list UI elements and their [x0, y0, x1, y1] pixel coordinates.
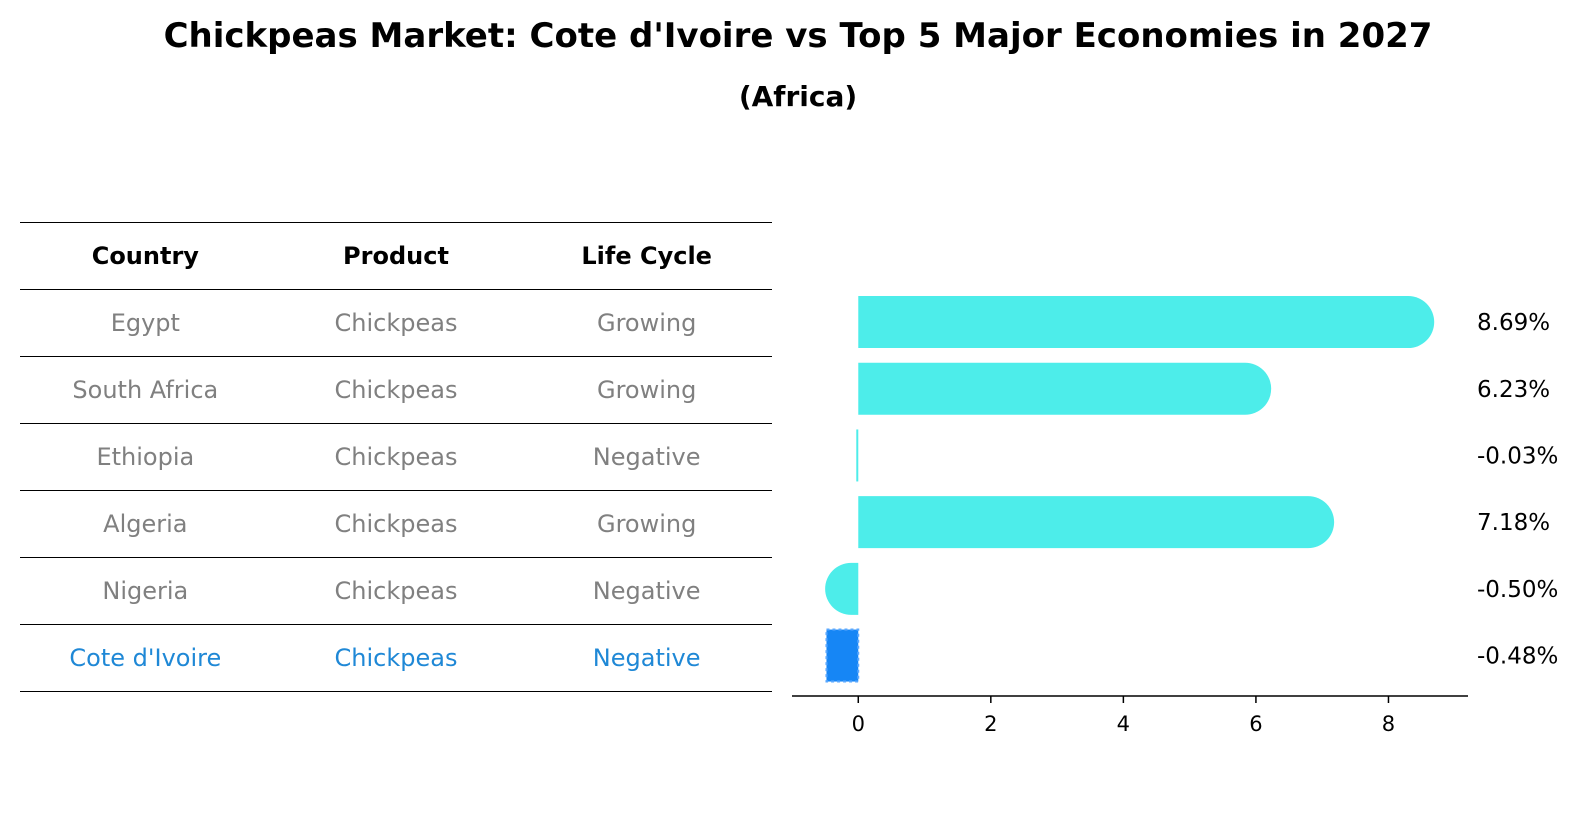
- cell-country: Algeria: [20, 490, 271, 558]
- table-row: South Africa Chickpeas Growing: [20, 356, 772, 424]
- x-axis-tick-label: 4: [1117, 712, 1130, 736]
- cell-product: Chickpeas: [270, 423, 522, 491]
- cell-product: Chickpeas: [270, 557, 522, 625]
- chart-title: Chickpeas Market: Cote d'Ivoire vs Top 5…: [163, 16, 1433, 56]
- value-label: -0.50%: [1477, 577, 1558, 603]
- cell-country: Ethiopia: [20, 423, 271, 491]
- cell-life-cycle: Growing: [521, 289, 772, 357]
- bar: [858, 362, 1272, 415]
- header-product: Product: [270, 222, 522, 290]
- cell-country: Egypt: [20, 289, 271, 357]
- cell-product: Chickpeas: [270, 356, 522, 424]
- table-row: Egypt Chickpeas Growing: [20, 289, 772, 357]
- cell-life-cycle: Growing: [521, 356, 772, 424]
- cell-life-cycle: Negative: [521, 557, 772, 625]
- cell-life-cycle: Growing: [521, 490, 772, 558]
- x-axis-tick-label: 6: [1249, 712, 1262, 736]
- table-row: Algeria Chickpeas Growing: [20, 490, 772, 558]
- value-label: 6.23%: [1477, 377, 1550, 403]
- cell-product: Chickpeas: [270, 624, 522, 692]
- table-row-highlight: Cote d'Ivoire Chickpeas Negative: [20, 624, 772, 692]
- x-axis-tick-label: 0: [852, 712, 865, 736]
- bar: [858, 496, 1335, 549]
- cell-country: Nigeria: [20, 557, 271, 625]
- cell-country: Cote d'Ivoire: [20, 624, 271, 692]
- bar-highlight: [825, 628, 860, 683]
- table-row: Ethiopia Chickpeas Negative: [20, 423, 772, 491]
- x-axis-tick-label: 8: [1382, 712, 1395, 736]
- cell-life-cycle: Negative: [521, 423, 772, 491]
- value-label: 8.69%: [1477, 310, 1550, 336]
- cell-product: Chickpeas: [270, 289, 522, 357]
- value-label: 7.18%: [1477, 510, 1550, 536]
- header-country: Country: [20, 222, 271, 290]
- bar: [825, 562, 859, 615]
- market-table: Country Product Life Cycle Egypt Chickpe…: [20, 222, 772, 692]
- table-header-row: Country Product Life Cycle: [20, 222, 772, 290]
- chart-subtitle: (Africa): [738, 80, 858, 113]
- value-label: -0.48%: [1477, 644, 1558, 670]
- cell-life-cycle: Negative: [521, 624, 772, 692]
- cell-product: Chickpeas: [270, 490, 522, 558]
- bar: [858, 296, 1435, 349]
- bar: [856, 429, 859, 482]
- table-row: Nigeria Chickpeas Negative: [20, 557, 772, 625]
- cell-country: South Africa: [20, 356, 271, 424]
- header-life-cycle: Life Cycle: [521, 222, 772, 290]
- x-axis-tick-label: 2: [984, 712, 997, 736]
- value-label: -0.03%: [1477, 443, 1558, 469]
